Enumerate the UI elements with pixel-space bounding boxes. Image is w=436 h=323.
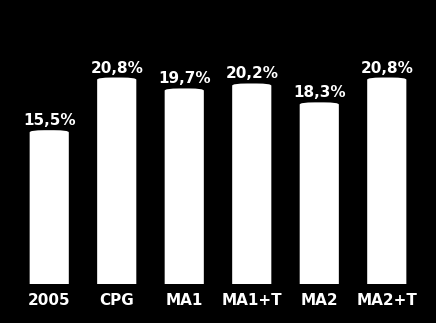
- Text: 18,3%: 18,3%: [293, 85, 346, 100]
- Text: 15,5%: 15,5%: [23, 113, 75, 128]
- Text: 20,2%: 20,2%: [225, 67, 278, 81]
- FancyBboxPatch shape: [30, 130, 69, 289]
- FancyBboxPatch shape: [97, 78, 136, 289]
- Text: 20,8%: 20,8%: [360, 60, 413, 76]
- Text: 19,7%: 19,7%: [158, 71, 211, 87]
- FancyBboxPatch shape: [165, 89, 204, 289]
- FancyBboxPatch shape: [232, 83, 271, 289]
- FancyBboxPatch shape: [367, 78, 406, 289]
- Text: 20,8%: 20,8%: [90, 60, 143, 76]
- FancyBboxPatch shape: [300, 102, 339, 289]
